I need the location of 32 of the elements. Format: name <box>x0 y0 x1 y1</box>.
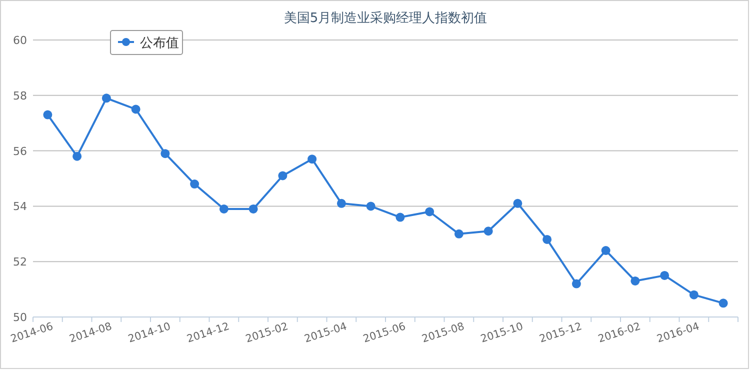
y-tick-label: 50 <box>13 311 27 324</box>
point <box>396 212 405 222</box>
y-tick-label: 54 <box>13 200 27 214</box>
point <box>542 234 552 244</box>
chart-title: 美国5月制造业采购经理人指数初值 <box>284 10 488 26</box>
point <box>513 198 522 208</box>
point <box>190 180 200 189</box>
point <box>630 276 640 286</box>
point <box>572 279 581 288</box>
point <box>102 94 111 103</box>
point <box>248 204 258 214</box>
point <box>72 152 82 161</box>
point <box>425 207 434 216</box>
point <box>689 290 698 300</box>
y-tick-label: 52 <box>13 256 27 269</box>
point <box>219 204 228 214</box>
point <box>43 110 52 120</box>
point <box>366 202 376 211</box>
point <box>308 154 317 164</box>
point <box>160 149 170 158</box>
point <box>131 104 140 114</box>
point <box>278 171 288 180</box>
y-tick-label: 60 <box>13 34 27 47</box>
point <box>454 229 464 238</box>
point <box>718 298 728 308</box>
point <box>660 270 670 280</box>
y-tick-label: 56 <box>13 144 27 158</box>
point <box>336 198 346 208</box>
point <box>601 246 610 256</box>
legend-label: 公布值 <box>140 36 179 51</box>
point <box>484 226 493 236</box>
y-tick-label: 58 <box>13 89 27 102</box>
